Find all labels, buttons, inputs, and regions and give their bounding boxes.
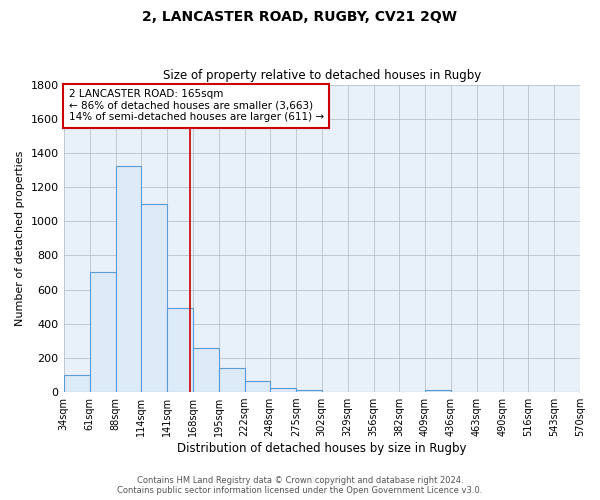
Y-axis label: Number of detached properties: Number of detached properties [15, 150, 25, 326]
Bar [245, 381, 270, 392]
Bar [296, 390, 322, 392]
X-axis label: Distribution of detached houses by size in Rugby: Distribution of detached houses by size … [177, 442, 467, 455]
Text: 2 LANCASTER ROAD: 165sqm
← 86% of detached houses are smaller (3,663)
14% of sem: 2 LANCASTER ROAD: 165sqm ← 86% of detach… [69, 89, 324, 122]
Bar [64, 375, 89, 392]
Bar [425, 390, 451, 392]
Bar [140, 204, 167, 392]
Text: Contains HM Land Registry data © Crown copyright and database right 2024.
Contai: Contains HM Land Registry data © Crown c… [118, 476, 482, 495]
Title: Size of property relative to detached houses in Rugby: Size of property relative to detached ho… [163, 69, 481, 82]
Bar [116, 166, 140, 392]
Bar [167, 308, 193, 392]
Bar [270, 388, 296, 392]
Bar [89, 272, 116, 392]
Text: 2, LANCASTER ROAD, RUGBY, CV21 2QW: 2, LANCASTER ROAD, RUGBY, CV21 2QW [143, 10, 458, 24]
Bar [218, 368, 245, 392]
Bar [193, 348, 218, 392]
